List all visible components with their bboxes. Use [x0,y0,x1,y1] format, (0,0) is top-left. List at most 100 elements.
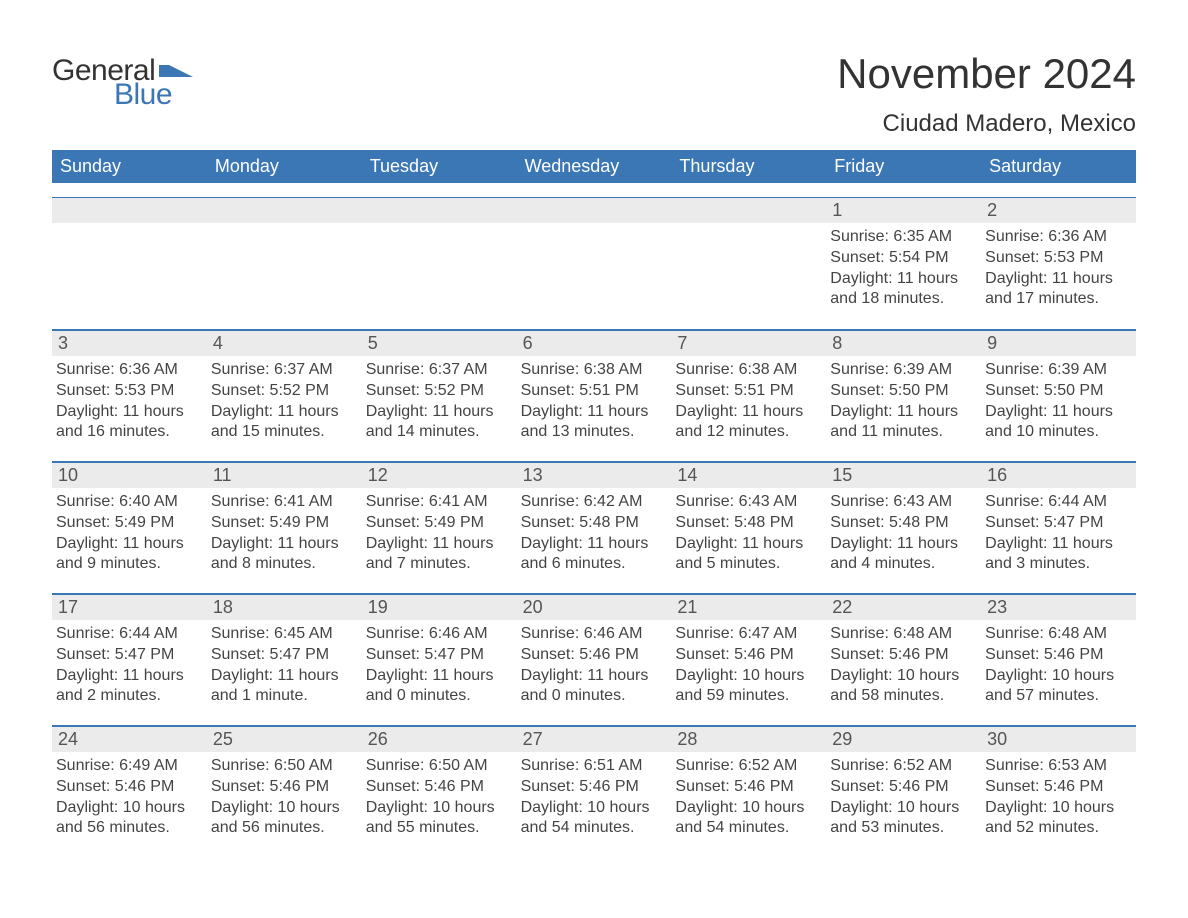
day-number: 5 [362,329,517,356]
weekday-header: Thursday [671,150,826,183]
sunrise-text: Sunrise: 6:43 AM [675,492,820,513]
calendar-day-cell: 10Sunrise: 6:40 AMSunset: 5:49 PMDayligh… [52,461,207,579]
calendar-day-cell: 5Sunrise: 6:37 AMSunset: 5:52 PMDaylight… [362,329,517,447]
sunrise-text: Sunrise: 6:40 AM [56,492,201,513]
sunset-text: Sunset: 5:46 PM [366,777,511,798]
day-details: Sunrise: 6:36 AMSunset: 5:53 PMDaylight:… [52,356,207,443]
day-number: 30 [981,725,1136,752]
month-title: November 2024 [837,50,1136,98]
calendar-day-cell: 4Sunrise: 6:37 AMSunset: 5:52 PMDaylight… [207,329,362,447]
day-details: Sunrise: 6:40 AMSunset: 5:49 PMDaylight:… [52,488,207,575]
calendar-day-cell: 20Sunrise: 6:46 AMSunset: 5:46 PMDayligh… [517,593,672,711]
day-number: 7 [671,329,826,356]
daylight-text: Daylight: 10 hours and 54 minutes. [675,798,820,840]
sunrise-text: Sunrise: 6:48 AM [830,624,975,645]
sunset-text: Sunset: 5:53 PM [56,381,201,402]
day-details: Sunrise: 6:36 AMSunset: 5:53 PMDaylight:… [981,223,1136,310]
daylight-text: Daylight: 10 hours and 56 minutes. [56,798,201,840]
sunset-text: Sunset: 5:46 PM [56,777,201,798]
day-details: Sunrise: 6:53 AMSunset: 5:46 PMDaylight:… [981,752,1136,839]
sunrise-text: Sunrise: 6:39 AM [830,360,975,381]
day-number: 20 [517,593,672,620]
day-details: Sunrise: 6:48 AMSunset: 5:46 PMDaylight:… [826,620,981,707]
daylight-text: Daylight: 11 hours and 15 minutes. [211,402,356,444]
calendar-day-cell: 1Sunrise: 6:35 AMSunset: 5:54 PMDaylight… [826,197,981,315]
day-number: 28 [671,725,826,752]
daylight-text: Daylight: 11 hours and 13 minutes. [521,402,666,444]
daylight-text: Daylight: 11 hours and 0 minutes. [521,666,666,708]
sunrise-text: Sunrise: 6:41 AM [366,492,511,513]
weekday-header: Friday [826,150,981,183]
sunrise-text: Sunrise: 6:47 AM [675,624,820,645]
calendar-day-cell: 21Sunrise: 6:47 AMSunset: 5:46 PMDayligh… [671,593,826,711]
calendar-day-cell: 14Sunrise: 6:43 AMSunset: 5:48 PMDayligh… [671,461,826,579]
sunrise-text: Sunrise: 6:41 AM [211,492,356,513]
calendar-day-cell: 8Sunrise: 6:39 AMSunset: 5:50 PMDaylight… [826,329,981,447]
day-number: 24 [52,725,207,752]
page-header: General Blue November 2024 Ciudad Madero… [52,50,1136,138]
sunrise-text: Sunrise: 6:43 AM [830,492,975,513]
sunset-text: Sunset: 5:46 PM [675,645,820,666]
day-details: Sunrise: 6:37 AMSunset: 5:52 PMDaylight:… [362,356,517,443]
calendar-week-row: 1Sunrise: 6:35 AMSunset: 5:54 PMDaylight… [52,197,1136,315]
sunrise-text: Sunrise: 6:44 AM [56,624,201,645]
calendar-day-cell: 30Sunrise: 6:53 AMSunset: 5:46 PMDayligh… [981,725,1136,843]
daylight-text: Daylight: 10 hours and 58 minutes. [830,666,975,708]
daylight-text: Daylight: 11 hours and 3 minutes. [985,534,1130,576]
daylight-text: Daylight: 11 hours and 0 minutes. [366,666,511,708]
sunrise-text: Sunrise: 6:46 AM [521,624,666,645]
day-number: 26 [362,725,517,752]
sunrise-text: Sunrise: 6:42 AM [521,492,666,513]
day-details: Sunrise: 6:38 AMSunset: 5:51 PMDaylight:… [671,356,826,443]
day-number: 15 [826,461,981,488]
day-number: 14 [671,461,826,488]
day-number: 8 [826,329,981,356]
calendar-day-cell: 19Sunrise: 6:46 AMSunset: 5:47 PMDayligh… [362,593,517,711]
sunrise-text: Sunrise: 6:52 AM [830,756,975,777]
day-number: 27 [517,725,672,752]
daylight-text: Daylight: 10 hours and 57 minutes. [985,666,1130,708]
day-number: 10 [52,461,207,488]
day-number: 25 [207,725,362,752]
sunset-text: Sunset: 5:46 PM [521,777,666,798]
calendar-day-cell: 7Sunrise: 6:38 AMSunset: 5:51 PMDaylight… [671,329,826,447]
day-details: Sunrise: 6:43 AMSunset: 5:48 PMDaylight:… [671,488,826,575]
day-details: Sunrise: 6:47 AMSunset: 5:46 PMDaylight:… [671,620,826,707]
day-details: Sunrise: 6:43 AMSunset: 5:48 PMDaylight:… [826,488,981,575]
calendar-day-cell: 9Sunrise: 6:39 AMSunset: 5:50 PMDaylight… [981,329,1136,447]
sunset-text: Sunset: 5:48 PM [830,513,975,534]
location-subtitle: Ciudad Madero, Mexico [837,110,1136,138]
sunrise-text: Sunrise: 6:49 AM [56,756,201,777]
weekday-header: Monday [207,150,362,183]
calendar-day-cell: 13Sunrise: 6:42 AMSunset: 5:48 PMDayligh… [517,461,672,579]
day-number: 6 [517,329,672,356]
day-number: 4 [207,329,362,356]
day-number: 17 [52,593,207,620]
day-number: 29 [826,725,981,752]
calendar-day-cell: 28Sunrise: 6:52 AMSunset: 5:46 PMDayligh… [671,725,826,843]
day-number: 2 [981,197,1136,223]
day-details: Sunrise: 6:38 AMSunset: 5:51 PMDaylight:… [517,356,672,443]
weekday-header-row: Sunday Monday Tuesday Wednesday Thursday… [52,150,1136,183]
calendar-day-cell: 23Sunrise: 6:48 AMSunset: 5:46 PMDayligh… [981,593,1136,711]
sunrise-text: Sunrise: 6:37 AM [366,360,511,381]
daylight-text: Daylight: 11 hours and 14 minutes. [366,402,511,444]
calendar-day-cell: 26Sunrise: 6:50 AMSunset: 5:46 PMDayligh… [362,725,517,843]
sunset-text: Sunset: 5:47 PM [56,645,201,666]
day-details: Sunrise: 6:37 AMSunset: 5:52 PMDaylight:… [207,356,362,443]
sunrise-text: Sunrise: 6:50 AM [366,756,511,777]
sunset-text: Sunset: 5:47 PM [211,645,356,666]
daylight-text: Daylight: 11 hours and 17 minutes. [985,269,1130,311]
daylight-text: Daylight: 11 hours and 2 minutes. [56,666,201,708]
calendar-day-cell: 29Sunrise: 6:52 AMSunset: 5:46 PMDayligh… [826,725,981,843]
sunset-text: Sunset: 5:46 PM [985,645,1130,666]
calendar-day-cell: 18Sunrise: 6:45 AMSunset: 5:47 PMDayligh… [207,593,362,711]
day-number: 23 [981,593,1136,620]
daylight-text: Daylight: 11 hours and 5 minutes. [675,534,820,576]
day-details: Sunrise: 6:50 AMSunset: 5:46 PMDaylight:… [362,752,517,839]
weekday-header: Tuesday [362,150,517,183]
day-number: 9 [981,329,1136,356]
day-number [671,197,826,223]
sunrise-text: Sunrise: 6:36 AM [56,360,201,381]
day-number: 19 [362,593,517,620]
